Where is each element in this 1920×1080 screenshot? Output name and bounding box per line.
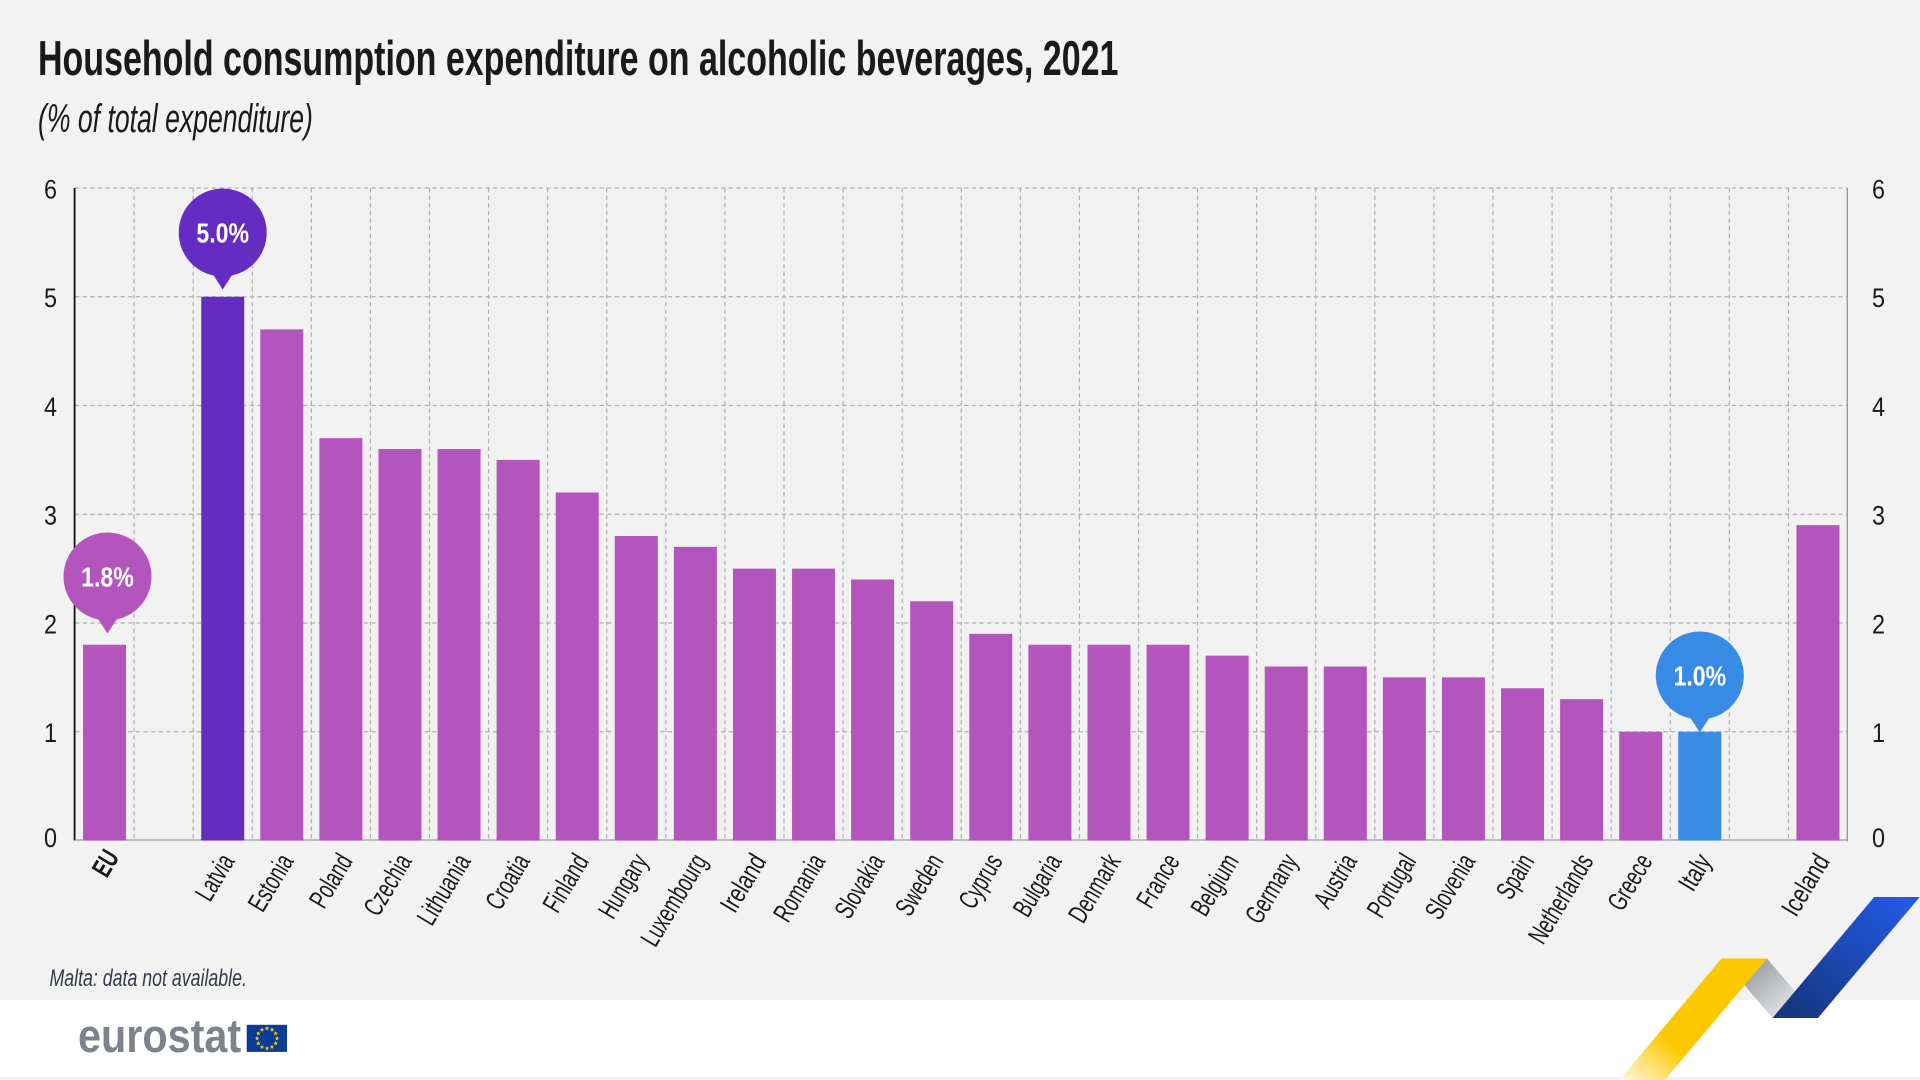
svg-text:(% of total expenditure): (% of total expenditure) (38, 97, 313, 142)
svg-text:3: 3 (44, 501, 57, 531)
svg-text:0: 0 (44, 823, 57, 853)
svg-text:5: 5 (44, 284, 57, 314)
svg-text:6: 6 (1872, 175, 1885, 205)
svg-text:3: 3 (1872, 501, 1885, 531)
svg-text:4: 4 (1872, 392, 1885, 422)
svg-text:4: 4 (44, 392, 57, 422)
svg-text:1: 1 (1872, 718, 1885, 748)
svg-text:2: 2 (1872, 610, 1885, 640)
svg-text:Malta: data not available.: Malta: data not available. (50, 966, 247, 992)
svg-text:eurostat: eurostat (78, 1011, 241, 1063)
svg-text:5.0%: 5.0% (196, 219, 249, 249)
svg-text:0: 0 (1872, 823, 1885, 853)
svg-text:2: 2 (44, 610, 57, 640)
svg-text:Household consumption expendit: Household consumption expenditure on alc… (38, 31, 1118, 86)
svg-text:1: 1 (44, 718, 57, 748)
svg-text:1.8%: 1.8% (81, 563, 134, 593)
svg-text:1.0%: 1.0% (1673, 662, 1726, 692)
svg-text:5: 5 (1872, 284, 1885, 314)
svg-text:6: 6 (44, 175, 57, 205)
